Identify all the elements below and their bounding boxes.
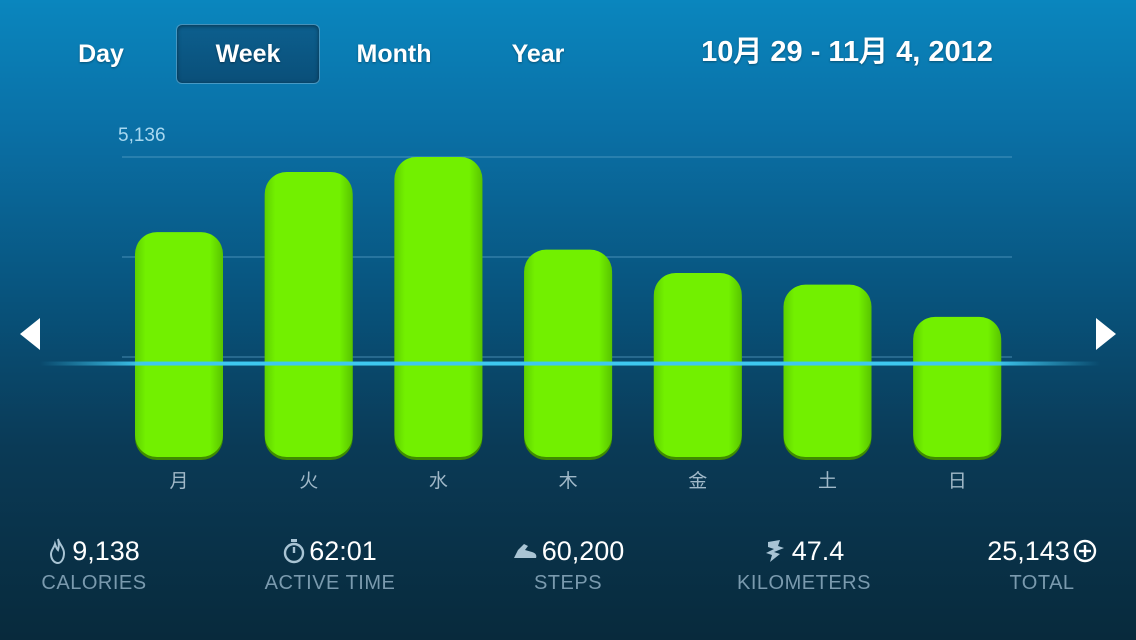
date-range-title: 10月 29 - 11月 4, 2012 (701, 36, 993, 68)
flame-icon (50, 538, 66, 564)
goal-line (40, 361, 1100, 366)
y-max-label: 5,136 (118, 125, 166, 146)
stat-kilometers: 47.4 KILOMETERS (704, 532, 904, 595)
active-time-value: 62:01 (309, 536, 377, 566)
stat-calories-value-row: 9,138 (0, 532, 194, 570)
x-tick-label: 日 (948, 470, 967, 492)
tab-day[interactable]: Day (78, 39, 124, 68)
steps-value: 60,200 (541, 536, 625, 566)
period-tabs: Day Week Month Year (30, 22, 590, 86)
x-tick-label: 金 (688, 470, 707, 492)
stat-active-time-value-row: 62:01 (230, 532, 430, 570)
stopwatch-icon (284, 538, 305, 564)
stat-calories: 9,138 CALORIES (0, 532, 194, 595)
tab-year[interactable]: Year (511, 39, 565, 68)
stat-steps: 60,200 STEPS (468, 532, 668, 595)
bar-5[interactable] (783, 284, 872, 457)
shoe-icon (513, 543, 537, 558)
bar-0[interactable] (135, 232, 223, 457)
stat-active-time: 62:01 ACTIVE TIME (230, 532, 430, 595)
x-tick-label: 水 (429, 470, 448, 492)
fuel-plus-icon (1073, 539, 1096, 563)
kilometers-value: 47.4 (791, 536, 845, 566)
calories-label: CALORIES (41, 572, 147, 594)
x-tick-label: 土 (818, 470, 837, 492)
x-tick-label: 火 (299, 470, 318, 492)
x-tick-label: 月 (169, 470, 188, 492)
bar-2[interactable] (394, 157, 483, 457)
runner-icon (765, 539, 784, 562)
triangle-right-icon[interactable] (1096, 318, 1116, 350)
triangle-left-icon[interactable] (20, 318, 40, 350)
weekly-bar-chart: 5,136 月 火 水 木 金 土 日 (40, 125, 1100, 492)
tab-week[interactable]: Week (176, 24, 320, 84)
kilometers-label: KILOMETERS (737, 572, 871, 594)
calories-value: 9,138 (72, 536, 140, 566)
total-label: TOTAL (1009, 572, 1075, 594)
stat-steps-value-row: 60,200 (468, 532, 668, 570)
tab-month[interactable]: Month (356, 39, 432, 68)
stat-total-value-row: 25,143 (942, 532, 1136, 570)
active-time-label: ACTIVE TIME (264, 572, 396, 594)
x-tick-label: 木 (559, 470, 578, 492)
stat-kilometers-value-row: 47.4 (704, 532, 904, 570)
bar-3[interactable] (524, 249, 613, 457)
bar-6[interactable] (913, 316, 1002, 457)
steps-label: STEPS (533, 572, 603, 594)
stat-total: 25,143 TOTAL (942, 532, 1136, 595)
bar-1[interactable] (264, 171, 353, 457)
total-value: 25,143 (987, 536, 1070, 566)
